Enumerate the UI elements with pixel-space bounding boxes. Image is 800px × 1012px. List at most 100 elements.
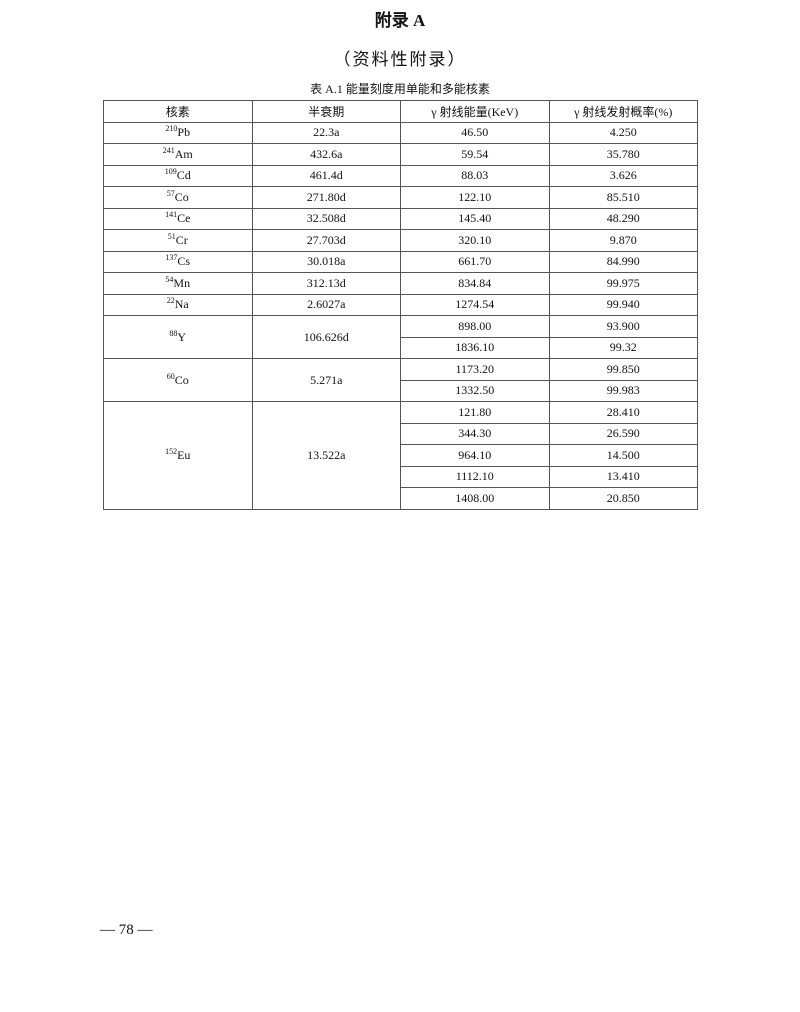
emission-probability-cell: 13.410 xyxy=(548,465,698,488)
mass-number: 54 xyxy=(165,274,174,284)
mass-number: 57 xyxy=(166,188,175,198)
emission-probability-cell: 48.290 xyxy=(548,207,698,230)
emission-probability-cell: 93.900 xyxy=(548,315,698,338)
emission-probability-cell: 99.940 xyxy=(548,293,698,316)
appendix-subtitle: （资料性附录） xyxy=(333,50,467,69)
half-life-cell: 432.6a xyxy=(251,143,401,166)
nuclide-cell: 22Na xyxy=(103,293,253,316)
table-caption: 表 A.1 能量刻度用单能和多能核素 xyxy=(310,82,490,96)
emission-probability-cell: 99.983 xyxy=(548,379,698,402)
gamma-energy-cell: 1112.10 xyxy=(400,465,550,488)
mass-number: 241 xyxy=(162,145,175,155)
header-emission-probability: γ 射线发射概率(%) xyxy=(548,100,698,123)
gamma-energy-cell: 1408.00 xyxy=(400,487,550,510)
half-life-cell: 2.6027a xyxy=(251,293,401,316)
table-row: 54Mn 312.13d 834.84 99.975 xyxy=(103,272,698,295)
table-row: 1332.50 99.983 xyxy=(104,379,698,402)
gamma-energy-cell: 1836.10 xyxy=(400,336,550,359)
table-row: 22Na 2.6027a 1274.54 99.940 xyxy=(103,293,698,316)
gamma-energy-cell: 1274.54 xyxy=(400,293,550,316)
element-symbol: Cr xyxy=(175,232,188,247)
element-symbol: Co xyxy=(174,372,189,387)
emission-probability-cell: 3.626 xyxy=(548,164,698,187)
gamma-energy-cell: 59.54 xyxy=(400,143,550,166)
half-life-cell: 27.703d xyxy=(251,229,401,252)
nuclide-cell: 54Mn xyxy=(103,272,253,295)
element-symbol: Am xyxy=(174,146,193,161)
table-row: 241Am 432.6a 59.54 35.780 xyxy=(103,143,698,166)
half-life-cell: 22.3a xyxy=(251,121,401,144)
element-symbol: Cd xyxy=(176,168,191,183)
table-row: 109Cd 461.4d 88.03 3.626 xyxy=(103,164,698,187)
element-symbol: Ce xyxy=(177,211,191,226)
gamma-energy-cell: 88.03 xyxy=(400,164,550,187)
element-symbol: Mn xyxy=(173,275,191,290)
header-nuclide: 核素 xyxy=(103,100,253,123)
nuclide-cell: 141Ce xyxy=(103,207,253,230)
emission-probability-cell: 14.500 xyxy=(548,444,698,467)
emission-probability-cell: 85.510 xyxy=(548,186,698,209)
gamma-energy-cell: 661.70 xyxy=(400,250,550,273)
gamma-energy-cell: 121.80 xyxy=(400,401,550,424)
mass-number: 109 xyxy=(164,167,177,177)
nuclide-cell: 241Am xyxy=(103,143,253,166)
header-half-life: 半衰期 xyxy=(251,100,401,123)
emission-probability-cell: 26.590 xyxy=(548,422,698,445)
emission-probability-cell: 99.850 xyxy=(548,358,698,381)
half-life-cell: 5.271a xyxy=(251,358,401,402)
element-symbol: Na xyxy=(174,297,189,312)
nuclide-cell: 60Co xyxy=(103,358,253,402)
nuclide-cell: 51Cr xyxy=(103,229,253,252)
emission-probability-cell: 20.850 xyxy=(548,487,698,510)
emission-probability-cell: 35.780 xyxy=(548,143,698,166)
gamma-energy-cell: 834.84 xyxy=(400,272,550,295)
mass-number: 137 xyxy=(165,253,178,263)
table-row: 57Co 271.80d 122.10 85.510 xyxy=(103,186,698,209)
gamma-energy-cell: 320.10 xyxy=(400,229,550,252)
gamma-energy-cell: 344.30 xyxy=(400,422,550,445)
nuclide-cell: 137Cs xyxy=(103,250,253,273)
mass-number: 60 xyxy=(166,371,175,381)
mass-number: 22 xyxy=(166,296,175,306)
emission-probability-cell: 9.870 xyxy=(548,229,698,252)
table-row: 1408.00 20.850 xyxy=(104,487,698,510)
table-row: 210Pb 22.3a 46.50 4.250 xyxy=(103,121,698,144)
mass-number: 210 xyxy=(165,124,178,134)
emission-probability-cell: 4.250 xyxy=(548,121,698,144)
emission-probability-cell: 84.990 xyxy=(548,250,698,273)
half-life-cell: 32.508d xyxy=(251,207,401,230)
half-life-cell: 106.626d xyxy=(251,315,401,359)
element-symbol: Pb xyxy=(177,125,191,140)
mass-number: 141 xyxy=(165,210,178,220)
gamma-energy-cell: 122.10 xyxy=(400,186,550,209)
half-life-cell: 13.522a xyxy=(251,401,401,510)
mass-number: 152 xyxy=(165,446,178,456)
page-number: — 78 — xyxy=(100,922,153,938)
header-gamma-energy: γ 射线能量(KeV) xyxy=(400,100,550,123)
table-row: 1836.10 99.32 xyxy=(104,336,698,359)
emission-probability-cell: 99.975 xyxy=(548,272,698,295)
emission-probability-cell: 99.32 xyxy=(548,336,698,359)
gamma-energy-cell: 145.40 xyxy=(400,207,550,230)
mass-number: 88 xyxy=(169,328,178,338)
emission-probability-cell: 28.410 xyxy=(548,401,698,424)
appendix-title: 附录 A xyxy=(374,11,426,30)
element-symbol: Eu xyxy=(177,447,191,462)
table-row: 88Y 106.626d 898.00 93.900 xyxy=(103,315,698,359)
table-row: 964.10 14.500 xyxy=(104,444,698,467)
gamma-energy-cell: 898.00 xyxy=(400,315,550,338)
half-life-cell: 461.4d xyxy=(251,164,401,187)
nuclide-table: 核素 半衰期 γ 射线能量(KeV) γ 射线发射概率(%) 210Pb 22.3… xyxy=(103,100,698,510)
table-row: 51Cr 27.703d 320.10 9.870 xyxy=(103,229,698,252)
element-symbol: Y xyxy=(177,329,187,344)
gamma-energy-cell: 46.50 xyxy=(400,121,550,144)
nuclide-cell: 109Cd xyxy=(103,164,253,187)
half-life-cell: 30.018a xyxy=(251,250,401,273)
nuclide-cell: 88Y xyxy=(103,315,253,359)
gamma-energy-cell: 964.10 xyxy=(400,444,550,467)
table-row: 137Cs 30.018a 661.70 84.990 xyxy=(103,250,698,273)
nuclide-cell: 152Eu xyxy=(103,401,253,510)
mass-number: 51 xyxy=(167,231,176,241)
table-row: 152Eu 13.522a 121.80 28.410 xyxy=(103,401,698,510)
table-row: 141Ce 32.508d 145.40 48.290 xyxy=(103,207,698,230)
